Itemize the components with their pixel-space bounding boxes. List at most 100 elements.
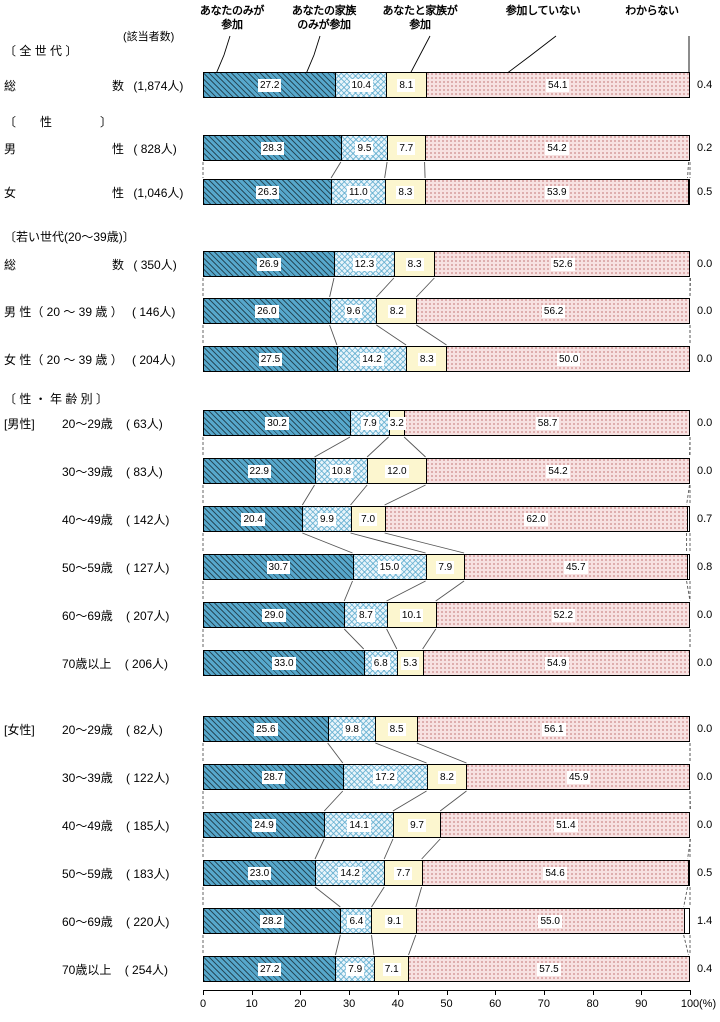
bar-segment-3: 8.2: [427, 765, 468, 789]
row-label-2-0: 総 数 ( 350人): [4, 256, 177, 273]
legend-item-1: あなたの家族 のみが参加: [291, 5, 357, 31]
bar-row: 30.2 7.9 3.2 58.7: [203, 410, 690, 436]
segment-value-label: 12.3: [352, 257, 377, 271]
segment-value-label: 28.7: [261, 770, 286, 784]
bar-segment-5: [687, 507, 689, 531]
segment-value-label: 27.2: [257, 78, 282, 92]
axis-tick: [543, 990, 545, 995]
row-label-3-1: 30～39歳 ( 83人): [62, 463, 163, 480]
bar-segment-3: 9.7: [393, 813, 442, 837]
bar-segment-1: 25.6: [204, 717, 329, 741]
bar-segment-1: 22.9: [204, 459, 316, 483]
legend-item-2: あなたと家族が 参加: [382, 5, 458, 31]
bar-segment-2: 9.9: [303, 507, 352, 531]
row-label-count: ( 828人): [133, 142, 177, 156]
segment-value-label: 7.7: [394, 866, 413, 880]
axis-tick: [349, 990, 351, 995]
row-label-count: (1,874人): [133, 79, 184, 93]
bar-segment-2: 7.9: [351, 411, 390, 435]
segment-value-label: 8.3: [396, 185, 415, 199]
bar-segment-4: 62.0: [385, 507, 688, 531]
bar-segment-5: [684, 909, 689, 933]
unknown-value-label: 0.0: [697, 258, 713, 270]
bar-row: 28.7 17.2 8.2 45.9: [203, 764, 690, 790]
segment-value-label: 26.3: [255, 185, 280, 199]
unknown-value-label: 0.0: [697, 417, 713, 429]
row-label-count: ( 146人): [132, 305, 176, 319]
bar-segment-4: 54.2: [426, 459, 689, 483]
segment-value-label: 7.0: [359, 512, 378, 526]
bar-segment-4: 56.2: [417, 299, 689, 323]
bar-segment-2: 12.3: [335, 252, 395, 276]
unknown-value-label: 0.0: [697, 819, 713, 831]
segment-value-label: 56.1: [542, 722, 566, 736]
segment-value-label: 52.2: [551, 608, 576, 622]
row-label-text: 30～39歳: [62, 771, 113, 785]
axis-tick-label: 90: [635, 998, 648, 1010]
segment-value-label: 51.4: [554, 818, 578, 832]
legend-leader-lines: [216, 35, 690, 72]
row-label-4-1: 30～39歳 ( 122人): [62, 769, 169, 786]
axis-tick-label: 80: [586, 998, 599, 1010]
bar-segment-3: 7.1: [374, 957, 410, 981]
bar-segment-2: 10.8: [315, 459, 369, 483]
bar-segment-2: 7.9: [336, 957, 375, 981]
row-label-3-5: 70歳以上 ( 206人): [62, 655, 168, 672]
segment-value-label: 27.2: [257, 962, 282, 976]
segment-value-label: 33.0: [272, 656, 296, 670]
row-label-2-1: 男 性（ 20 ～ 39 歳 ） ( 146人): [4, 303, 175, 320]
row-label-count: ( 142人): [126, 513, 170, 527]
axis-tick-label: 60: [489, 998, 502, 1010]
segment-value-label: 8.7: [356, 608, 375, 622]
unknown-value-label: 0.0: [697, 353, 713, 365]
segment-value-label: 26.9: [257, 257, 281, 271]
bar-row: 25.6 9.8 8.5 56.1: [203, 716, 690, 742]
segment-value-label: 28.2: [260, 914, 284, 928]
row-label-3-2: 40～49歳 ( 142人): [62, 511, 169, 528]
bar-segment-2: 9.8: [328, 717, 377, 741]
segment-value-label: 22.9: [247, 464, 271, 478]
bar-segment-1: 33.0: [204, 651, 365, 675]
bar-segment-4: 53.9: [426, 180, 689, 204]
bar-segment-3: 9.1: [372, 909, 417, 933]
row-label-count: ( 83人): [126, 465, 163, 479]
bar-segment-1: 20.4: [204, 507, 304, 531]
segment-value-label: 56.2: [541, 304, 566, 318]
bar-segment-2: 11.0: [332, 180, 386, 204]
row-label-4-5: 70歳以上 ( 254人): [62, 961, 168, 978]
bar-segment-3: 8.3: [385, 180, 427, 204]
axis-tick: [592, 990, 594, 995]
unknown-value-label: 0.5: [697, 186, 713, 198]
segment-value-label: 54.2: [546, 464, 570, 478]
segment-value-label: 3.2: [387, 416, 406, 430]
group-header-1: 〔 性 〕: [4, 115, 113, 129]
row-label-text: 男 性: [4, 142, 125, 156]
segment-value-label: 14.2: [360, 352, 384, 366]
bar-segment-3: 7.0: [351, 507, 386, 531]
row-label-count: ( 127人): [126, 561, 170, 575]
unknown-value-label: 0.2: [697, 142, 713, 154]
unknown-value-label: 0.4: [697, 79, 713, 91]
segment-value-label: 14.1: [347, 818, 371, 832]
row-label-text: 女 性（ 20 ～ 39 歳 ）: [4, 353, 123, 367]
bar-segment-4: 55.0: [416, 909, 685, 933]
bar-row: 20.4 9.9 7.0 62.0: [203, 506, 690, 532]
row-label-1-0: 男 性 ( 828人): [4, 140, 177, 157]
bar-segment-4: 54.6: [422, 861, 689, 885]
row-label-3-3: 50～59歳 ( 127人): [62, 559, 169, 576]
segment-value-label: 7.9: [360, 416, 379, 430]
segment-value-label: 50.0: [556, 352, 581, 366]
axis-tick: [690, 990, 691, 995]
bar-segment-1: 28.2: [204, 909, 342, 933]
segment-value-label: 9.8: [343, 722, 361, 736]
bar-segment-4: 54.1: [426, 73, 689, 97]
legend-item-0: あなたのみが 参加: [199, 5, 265, 31]
group-header-2: 〔若い世代(20～39歳)〕: [4, 230, 135, 244]
row-label-count: ( 122人): [126, 771, 170, 785]
bar-segment-4: 54.2: [425, 136, 689, 160]
segment-value-label: 25.6: [254, 722, 278, 736]
bar-segment-4: 45.7: [465, 555, 688, 579]
segment-value-label: 30.7: [266, 560, 290, 574]
segment-value-label: 8.3: [417, 352, 436, 366]
